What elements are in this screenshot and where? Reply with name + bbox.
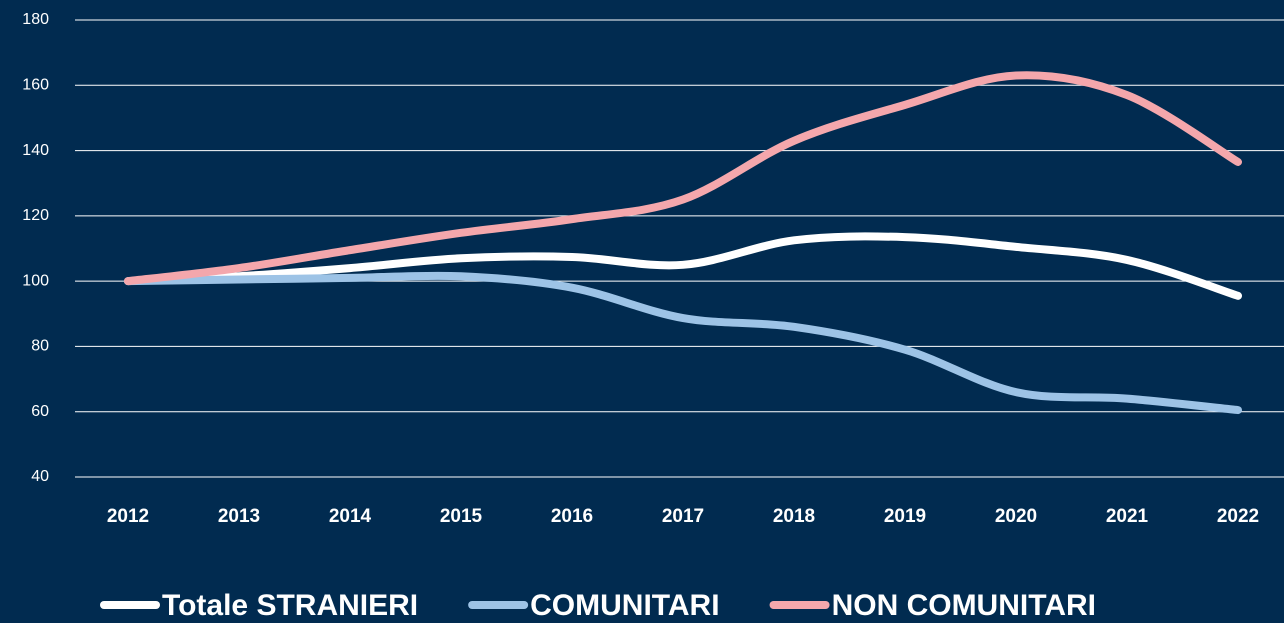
legend-label: COMUNITARI	[530, 589, 719, 622]
legend-label: Totale STRANIERI	[162, 589, 418, 622]
series-line	[124, 71, 1242, 286]
x-tick-label: 2016	[551, 506, 593, 527]
x-tick-label: 2022	[1217, 506, 1259, 527]
x-tick-label: 2015	[440, 506, 483, 527]
y-tick-label: 40	[31, 468, 49, 485]
series-line	[124, 271, 1242, 415]
x-tick-label: 2013	[218, 506, 260, 527]
x-tick-label: 2019	[884, 506, 926, 527]
x-tick-label: 2017	[662, 506, 704, 527]
x-tick-label: 2021	[1106, 506, 1149, 527]
x-tick-label: 2018	[773, 506, 815, 527]
y-tick-label: 160	[22, 77, 49, 94]
y-tick-label: 140	[22, 142, 49, 159]
y-tick-label: 60	[31, 403, 49, 420]
y-tick-label: 120	[22, 207, 49, 224]
y-tick-label: 100	[22, 272, 49, 289]
y-tick-label: 80	[31, 338, 49, 355]
x-tick-label: 2014	[329, 506, 372, 527]
series-line	[124, 232, 1242, 300]
y-tick-label: 180	[22, 11, 49, 28]
x-tick-label: 2012	[107, 506, 149, 527]
legend-label: NON COMUNITARI	[832, 589, 1096, 622]
x-tick-label: 2020	[995, 506, 1037, 527]
